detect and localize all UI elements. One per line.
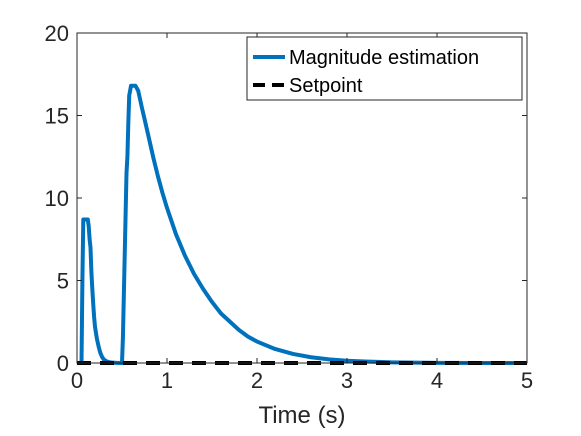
legend-box xyxy=(246,36,523,101)
y-tick-label: 15 xyxy=(45,104,69,129)
y-tick-label: 0 xyxy=(57,351,69,376)
plot-layer xyxy=(77,83,527,365)
x-tick-label: 5 xyxy=(521,368,533,393)
series-line-magnitude-estimation xyxy=(77,83,527,365)
axes-layer: 0 1 2 3 4 5 0 5 10 15 20 xyxy=(45,21,534,393)
legend: Magnitude estimation Setpoint xyxy=(246,36,523,101)
legend-entry-label: Magnitude estimation xyxy=(289,47,479,69)
x-axis-label: Time (s) xyxy=(258,402,345,429)
x-tick-label: 4 xyxy=(431,368,443,393)
legend-entry-label: Setpoint xyxy=(289,75,363,97)
y-tick-label: 10 xyxy=(45,186,69,211)
y-tick-label: 20 xyxy=(45,21,69,46)
x-tick-label: 1 xyxy=(161,368,173,393)
x-tick-label: 2 xyxy=(251,368,263,393)
y-tick-label: 5 xyxy=(57,269,69,294)
x-tick-label: 0 xyxy=(71,368,83,393)
x-tick-label: 3 xyxy=(341,368,353,393)
